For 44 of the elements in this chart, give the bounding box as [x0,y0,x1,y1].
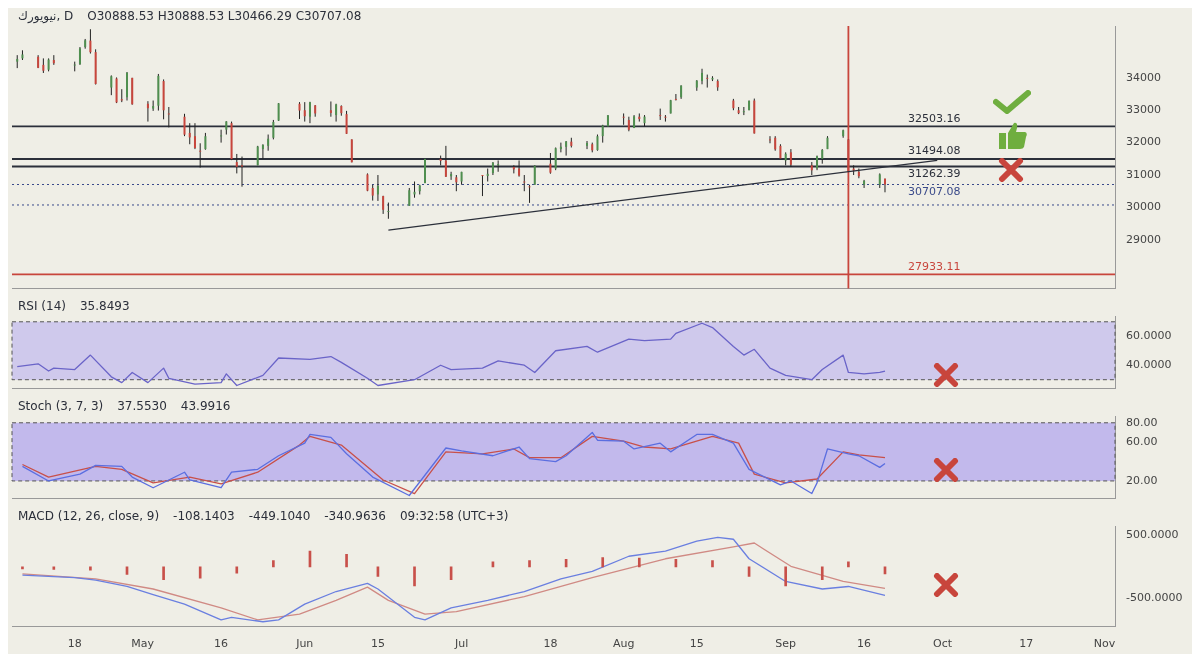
y-tick-label: 80.00 [1126,415,1158,429]
x-tick-label: 16 [857,637,872,651]
chart-title: Stoch (3, 7, 3) [18,399,104,414]
text: -449.1040 [248,509,311,524]
x-tick-label: 16 [214,637,229,651]
y-tick-label: 29000 [1126,232,1161,246]
y-tick-label: 30000 [1126,200,1161,214]
x-tick-label: May [131,637,155,651]
ref-line-label: 27933.11 [908,259,961,273]
text: -340.9636 [324,509,386,524]
y-tick-label: -500.0000 [1126,591,1183,605]
y-tick-label: 32000 [1126,135,1161,149]
chart-title: RSI (14) [18,299,66,314]
chart-title: MACD (12, 26, close, 9) [18,509,160,524]
y-tick-label: 60.00 [1126,435,1158,449]
text: -108.1403 [173,509,235,524]
y-tick-label: 31000 [1126,167,1161,181]
ref-line-label: 32503.16 [908,111,961,125]
text: 09:32:58 (UTC+3) [399,509,509,524]
y-tick-label: 500.0000 [1126,528,1179,542]
x-tick-label: 17 [1019,637,1034,651]
x-tick-label: 18 [543,637,558,651]
y-tick-label: 60.0000 [1126,329,1172,343]
y-tick-label: 40.0000 [1126,358,1172,372]
x-tick-label: Nov [1093,637,1116,651]
x-tick-label: 15 [689,637,704,651]
y-tick-label: 20.00 [1126,473,1158,487]
ref-line-label: 30707.08 [908,184,961,198]
text: 35.8493 [79,299,130,314]
x-tick-label: Jul [453,637,469,651]
chart-title: نيويورك, D [18,9,74,25]
x-tick-label: 15 [370,637,385,651]
y-tick-label: 33000 [1126,103,1161,117]
text: 43.9916 [180,399,231,414]
x-tick-label: Oct [932,637,953,651]
x-tick-label: Aug [612,637,635,651]
x-tick-label: Jun [295,637,314,651]
text: 37.5530 [117,399,167,414]
x-tick-label: 18 [67,637,82,651]
y-tick-label: 34000 [1126,70,1161,84]
x-tick-label: Sep [775,637,797,651]
ref-line-label: 31494.08 [908,144,961,158]
ref-line-label: 31262.39 [908,166,961,180]
chart-subtitle: O30888.53 H30888.53 L30466.29 C30707.08 [87,9,362,24]
